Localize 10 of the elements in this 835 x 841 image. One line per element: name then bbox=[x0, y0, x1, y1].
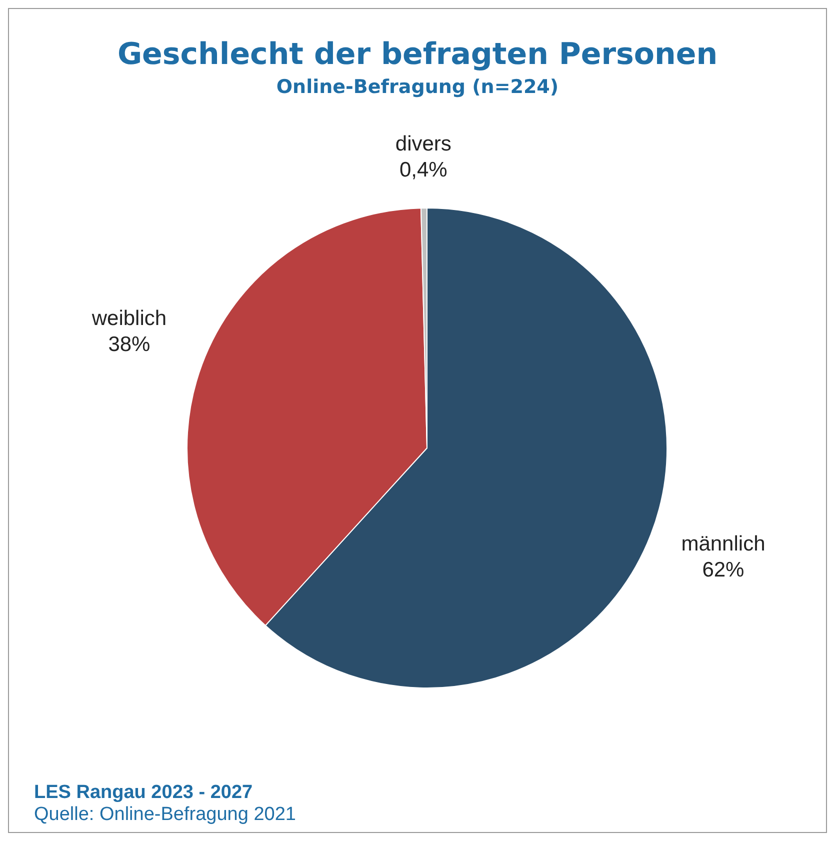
text: LES Rangau 2023 - 2027 bbox=[34, 782, 254, 804]
chart-subtitle: Online-Befragung (n=224) bbox=[275, 76, 560, 98]
chart-title: Geschlecht der befragten Personen bbox=[116, 37, 719, 72]
data-label: 0,4% bbox=[399, 158, 448, 182]
data-label: 38% bbox=[108, 333, 150, 356]
slice-label: männlich bbox=[681, 532, 766, 556]
source-note: Quelle: Online-Befragung 2021 bbox=[34, 804, 296, 826]
slice-label: divers bbox=[395, 132, 452, 156]
data-label: 62% bbox=[702, 558, 744, 582]
slice-label: weiblich bbox=[90, 307, 167, 330]
